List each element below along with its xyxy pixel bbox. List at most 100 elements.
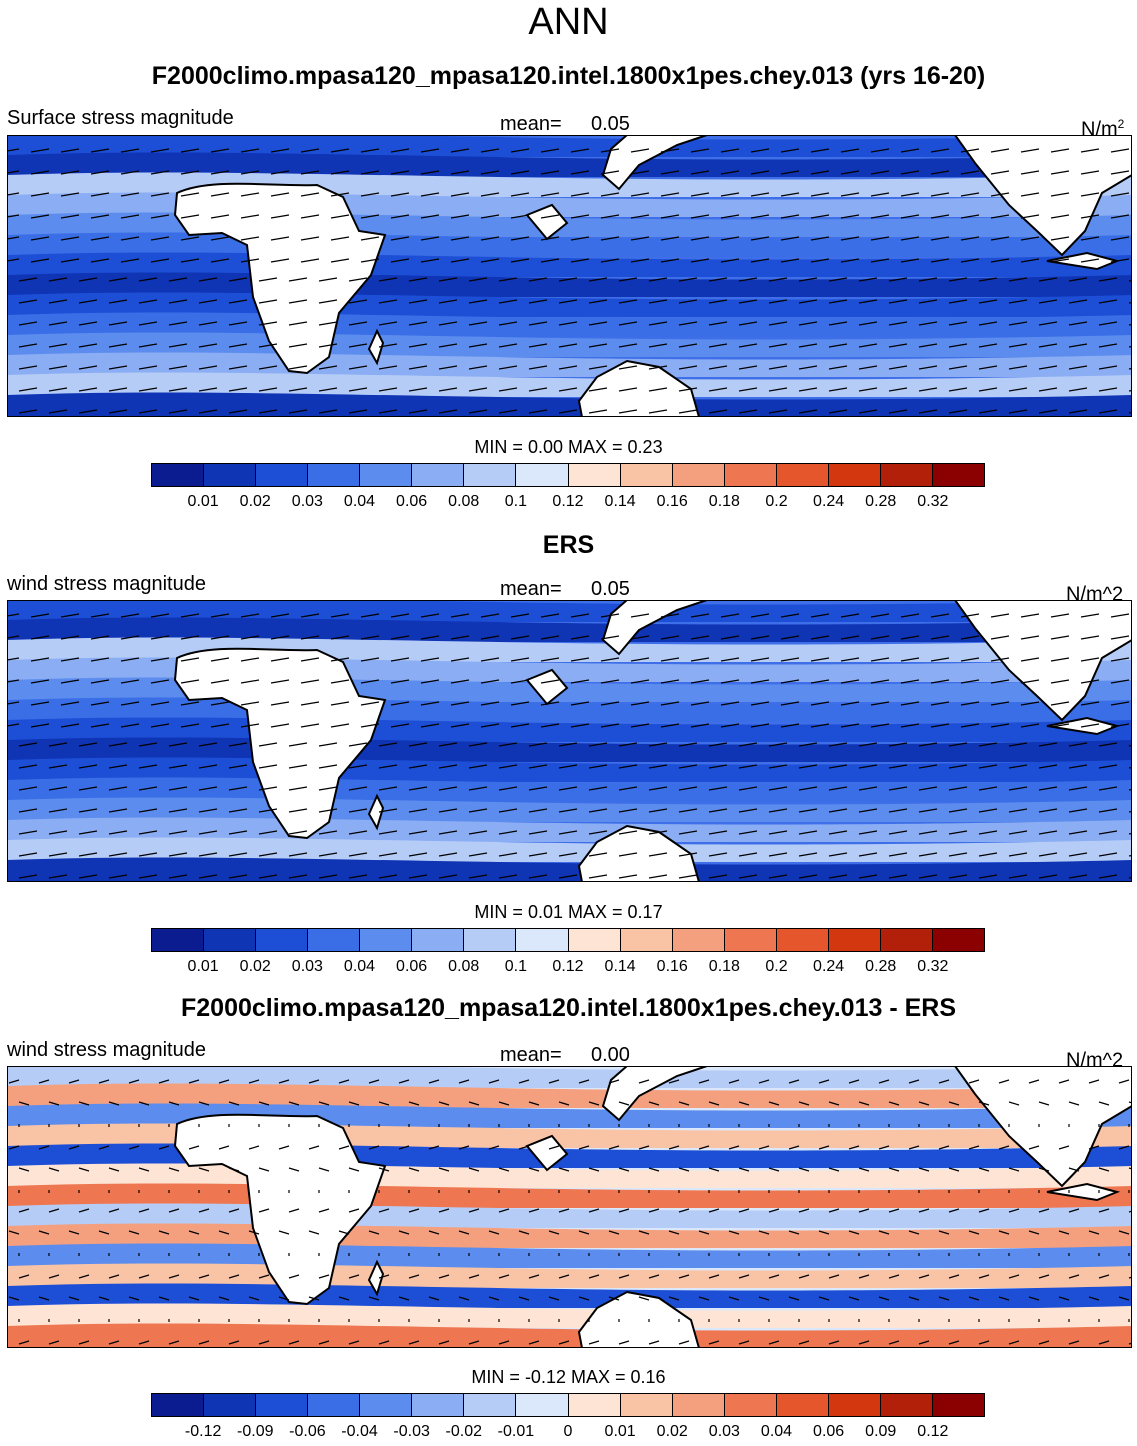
wind-vector [618, 808, 638, 813]
wind-vector [828, 874, 848, 879]
wind-vector [150, 723, 170, 728]
wind-vector [768, 742, 788, 747]
wind-vector [210, 723, 230, 728]
colorbar-box [828, 464, 881, 486]
wind-vector [7, 258, 20, 262]
wind-vector [438, 808, 458, 813]
wind-vector [180, 723, 200, 728]
wind-vector [768, 409, 788, 414]
wind-vector [408, 1274, 420, 1279]
wind-vector [1068, 387, 1088, 392]
wind-vector [510, 148, 530, 153]
wind-vector [138, 387, 158, 392]
wind-vector [48, 277, 68, 282]
colorbar-tick-label: 0.2 [765, 493, 788, 510]
colorbar-tick-label: 0.12 [917, 1423, 949, 1440]
wind-vector [948, 343, 968, 348]
wind-vector [1020, 723, 1040, 728]
wind-vector [1028, 1230, 1040, 1235]
wind-vector [840, 170, 860, 175]
wind-vector [798, 808, 818, 813]
wind-vector [7, 214, 20, 218]
wind-vector [798, 409, 818, 414]
colorbar-tick-label: 0.28 [865, 493, 897, 510]
wind-vector [300, 258, 320, 263]
wind-vector [1068, 321, 1088, 326]
colorbar-tick-label: -0.04 [341, 1423, 378, 1440]
wind-vector [408, 1167, 420, 1172]
wind-vector [1068, 1340, 1080, 1345]
wind-vector [918, 343, 938, 348]
wind-vector [498, 321, 518, 326]
wind-vector [150, 258, 170, 263]
wind-vector [780, 613, 800, 618]
wind-vector [618, 299, 638, 304]
colorbar-tick-label: 0.1 [504, 958, 527, 975]
wind-vector [228, 1167, 240, 1172]
wind-vector [1098, 299, 1118, 304]
wind-vector [270, 214, 290, 219]
wind-vector [528, 299, 548, 304]
wind-vector [618, 764, 638, 769]
wind-vector [798, 365, 818, 370]
wind-vector [510, 236, 530, 241]
wind-vector [600, 613, 620, 618]
wind-vector [930, 148, 950, 153]
wind-vector [1038, 1101, 1050, 1106]
wind-vector [438, 321, 458, 326]
wind-vector [438, 852, 458, 857]
wind-vector [180, 170, 200, 175]
wind-vector [780, 723, 800, 728]
wind-vector [798, 1274, 810, 1279]
wind-vector [918, 321, 938, 326]
wind-vector [720, 214, 740, 219]
wind-vector [570, 258, 590, 263]
wind-vector [810, 214, 830, 219]
wind-vector [300, 170, 320, 175]
wind-vector [158, 1296, 170, 1301]
wind-vector [960, 679, 980, 684]
wind-vector [510, 192, 530, 197]
wind-vector [900, 258, 920, 263]
colorbar-tick-label: -0.09 [237, 1423, 274, 1440]
wind-vector [360, 170, 380, 175]
wind-vector [450, 236, 470, 241]
wind-vector [1080, 236, 1100, 241]
wind-vector [720, 701, 740, 706]
wind-vector [810, 236, 830, 241]
wind-vector [660, 236, 680, 241]
wind-vector [720, 192, 740, 197]
wind-vector [480, 723, 500, 728]
wind-vector [240, 214, 260, 219]
colorbar-box [464, 464, 517, 486]
wind-vector [408, 321, 428, 326]
wind-vector [878, 1145, 890, 1150]
wind-vector [818, 1296, 830, 1301]
contour-band [7, 600, 1132, 622]
wind-vector [468, 365, 488, 370]
wind-vector [528, 343, 548, 348]
wind-vector [660, 679, 680, 684]
wind-vector [1068, 1274, 1080, 1279]
wind-vector [618, 1101, 630, 1106]
wind-vector [18, 1208, 30, 1213]
wind-vector [528, 786, 548, 791]
wind-vector [210, 657, 230, 662]
wind-vector [570, 635, 590, 640]
wind-vector [728, 1079, 740, 1084]
wind-vector [1038, 387, 1058, 392]
wind-vector [780, 657, 800, 662]
wind-vector [360, 192, 380, 197]
wind-vector [908, 1079, 920, 1084]
wind-vector [318, 1208, 330, 1213]
wind-vector [498, 742, 518, 747]
wind-vector [38, 1296, 50, 1301]
colorbar-box [620, 1394, 673, 1416]
wind-vector [60, 236, 80, 241]
wind-vector [1008, 742, 1028, 747]
wind-vector [150, 170, 170, 175]
wind-vector [768, 1340, 780, 1345]
wind-vector [738, 1101, 750, 1106]
wind-vector [720, 657, 740, 662]
wind-vector [318, 321, 338, 326]
